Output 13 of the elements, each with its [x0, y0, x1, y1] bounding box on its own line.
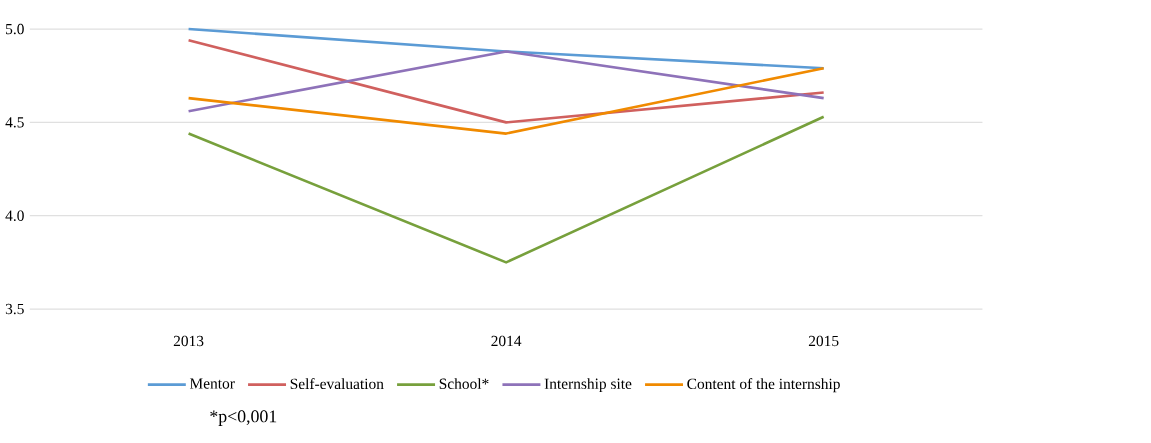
y-tick-label: 3.5 — [5, 303, 24, 315]
legend-label: Mentor — [189, 378, 235, 389]
x-tick-label: 2015 — [808, 335, 839, 347]
legend-label: Internship site — [544, 378, 632, 393]
legend-label: School* — [439, 378, 489, 389]
x-tick-label: 2013 — [173, 335, 204, 347]
text: *p<0,001 — [210, 410, 277, 426]
y-tick-label: 4.5 — [5, 117, 24, 128]
x-tick-label: 2014 — [491, 335, 522, 347]
legend-label: Content of the internship — [687, 377, 840, 393]
y-tick-label: 5.0 — [6, 23, 24, 35]
y-tick-label: 4.0 — [5, 210, 24, 221]
legend-label: Self-evaluation — [290, 377, 384, 390]
